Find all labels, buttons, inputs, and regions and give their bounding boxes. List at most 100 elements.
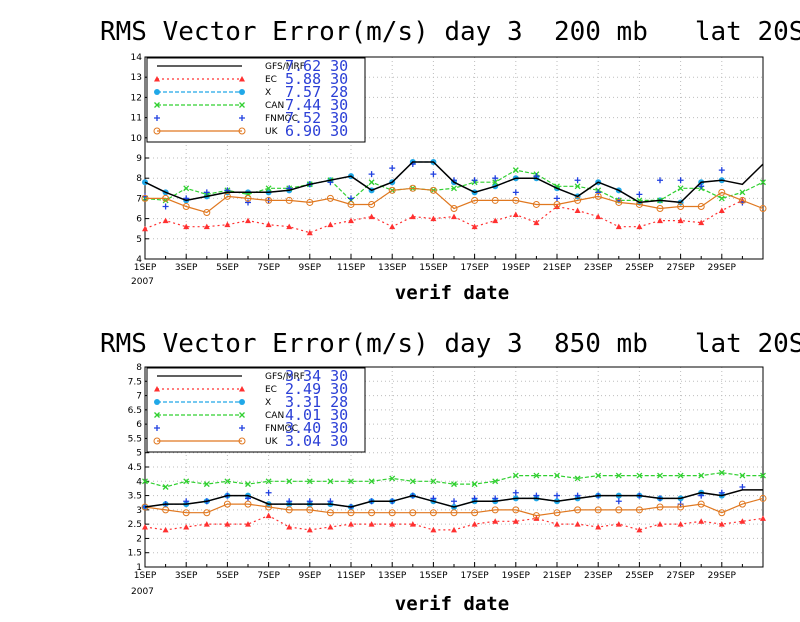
data-point [265, 512, 272, 519]
legend-name: CAN [265, 411, 284, 421]
data-point [595, 213, 602, 220]
data-point [327, 221, 334, 228]
data-point [635, 200, 643, 208]
data-point [306, 478, 313, 485]
data-point [512, 489, 519, 496]
plot-frame [144, 56, 764, 260]
y-tick-label: 7 [136, 194, 142, 204]
data-point [348, 195, 354, 202]
data-point [718, 167, 725, 174]
data-point [162, 194, 170, 202]
data-point [594, 506, 602, 514]
legend-marker [154, 386, 160, 392]
data-point [760, 179, 766, 186]
data-point [718, 521, 725, 527]
data-point [244, 500, 252, 508]
legend-marker [239, 76, 245, 82]
y-tick-label: 1.5 [128, 549, 142, 559]
x-tick-label: 19SEP [502, 571, 531, 581]
legend-marker [154, 115, 160, 121]
data-point [677, 217, 684, 224]
x-tick-label: 25SEP [625, 263, 654, 273]
data-point [368, 200, 376, 208]
x-tick-label: 23SEP [584, 571, 613, 581]
legend-name: FNMOC [265, 114, 298, 124]
data-point [698, 183, 705, 190]
data-point [306, 526, 313, 533]
data-point [760, 515, 766, 521]
data-point [574, 492, 581, 499]
data-point [430, 495, 437, 502]
data-point [471, 481, 478, 488]
legend-name: GFS/MRF [265, 372, 305, 382]
x-tick-label: 19SEP [502, 263, 531, 273]
data-point [657, 472, 663, 479]
data-point [492, 495, 499, 502]
data-point [203, 509, 211, 517]
x-tick-label: 11SEP [337, 263, 366, 273]
data-point [471, 223, 478, 230]
data-point [738, 500, 746, 508]
x-tick-label: 25SEP [625, 571, 654, 581]
data-point [698, 492, 705, 499]
legend-stat: 4.01 30 [285, 406, 348, 424]
legend-stat: 3.04 30 [285, 432, 348, 450]
data-point [285, 196, 293, 204]
x-tick-label: 1SEP [134, 571, 157, 581]
data-point [636, 223, 643, 230]
y-tick-label: 3 [136, 506, 142, 516]
data-point [430, 171, 437, 178]
x-tick-label: 5SEP [216, 571, 239, 581]
x-tick-label: 17SEP [460, 571, 489, 581]
legend-name: EC [265, 75, 277, 85]
data-point [430, 478, 437, 485]
y-tick-label: 9 [136, 154, 142, 164]
legend-stat: 5.88 30 [285, 70, 348, 88]
x-axis-label: verif date [395, 593, 509, 615]
data-point [286, 498, 293, 505]
x-tick-label: 17SEP [460, 263, 489, 273]
data-point [142, 225, 148, 232]
data-point [554, 195, 560, 202]
data-point [532, 512, 540, 520]
data-point [265, 196, 273, 204]
data-point [389, 223, 396, 230]
data-point [327, 478, 334, 485]
data-point [738, 196, 746, 204]
data-point [512, 518, 519, 524]
data-point [677, 185, 684, 192]
data-point [574, 196, 582, 204]
data-point [512, 506, 520, 514]
data-point [492, 175, 499, 182]
data-point [389, 521, 396, 527]
data-point [223, 500, 231, 508]
data-point [512, 189, 519, 196]
data-point [553, 200, 561, 208]
legend-name: FNMOC [265, 424, 298, 434]
legend-item: CAN 7.44 30 [154, 96, 348, 114]
data-point [245, 495, 251, 502]
y-tick-label: 7.5 [128, 377, 142, 387]
legend-name: EC [265, 385, 277, 395]
legend-marker [153, 127, 161, 135]
data-point [368, 179, 375, 186]
data-point [388, 186, 396, 194]
series-line [144, 199, 743, 234]
y-tick-label: 4 [136, 255, 142, 265]
data-point [760, 472, 766, 479]
data-point [285, 506, 293, 514]
data-point [595, 472, 602, 479]
data-point [697, 202, 705, 210]
legend-stat: 7.62 30 [285, 57, 348, 75]
data-point [286, 223, 293, 230]
data-point [512, 472, 519, 479]
data-point [677, 177, 684, 184]
x-tick-label: 29SEP [708, 571, 737, 581]
y-tick-label: 2 [136, 534, 142, 544]
y-tick-label: 1 [136, 563, 142, 573]
legend-marker [153, 437, 161, 445]
data-point [326, 194, 334, 202]
legend-box [146, 367, 366, 453]
data-point [451, 213, 457, 220]
